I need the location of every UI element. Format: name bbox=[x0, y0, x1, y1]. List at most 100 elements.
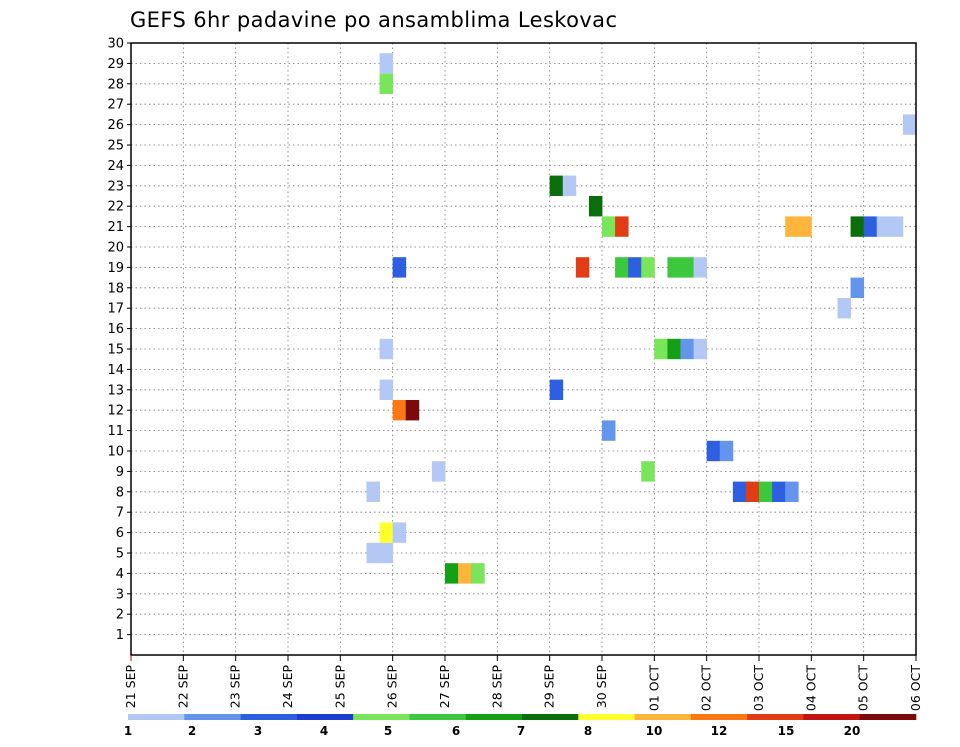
data-cell bbox=[588, 196, 603, 217]
x-tick-label: 22 SEP bbox=[175, 665, 190, 709]
data-cell bbox=[667, 338, 681, 360]
data-cell bbox=[379, 542, 394, 564]
y-tick-label: 4 bbox=[116, 567, 124, 582]
x-tick-label: 23 SEP bbox=[228, 665, 243, 709]
data-cell bbox=[785, 481, 799, 502]
x-tick-label: 25 SEP bbox=[332, 665, 347, 709]
data-cell bbox=[549, 175, 564, 196]
data-cell bbox=[405, 400, 420, 421]
colorbar-swatch bbox=[296, 714, 354, 720]
data-cell bbox=[379, 53, 394, 74]
data-cell bbox=[850, 277, 865, 298]
data-cell bbox=[772, 481, 786, 502]
colorbar-tick-label: 4 bbox=[320, 724, 328, 738]
colorbar-tick-label: 1 bbox=[124, 724, 132, 738]
data-cell bbox=[706, 440, 721, 462]
data-cell bbox=[889, 216, 904, 237]
y-tick-label: 17 bbox=[107, 302, 124, 317]
data-cell bbox=[863, 216, 878, 237]
x-axis: 21 SEP 22 SEP 23 SEP 24 SEP 25 SEP 26 SEP 27 S… bbox=[123, 655, 923, 711]
y-tick-label: 6 bbox=[116, 526, 124, 541]
data-cells bbox=[366, 53, 917, 584]
y-tick-label: 14 bbox=[107, 363, 124, 378]
colorbar-swatch bbox=[128, 714, 185, 720]
colorbar-swatch bbox=[859, 714, 917, 720]
data-cell bbox=[458, 563, 472, 584]
colorbar-swatch bbox=[409, 714, 467, 720]
x-tick-label: 06 OCT bbox=[908, 665, 923, 711]
colorbar-swatch bbox=[184, 714, 241, 720]
data-cell bbox=[471, 563, 485, 584]
grid-lines bbox=[131, 43, 916, 655]
y-tick-label: 12 bbox=[107, 404, 124, 419]
colorbar-tick-label: 6 bbox=[452, 724, 460, 738]
y-tick-label: 3 bbox=[116, 587, 124, 602]
x-tick-label: 28 SEP bbox=[489, 665, 504, 709]
y-tick-label: 26 bbox=[107, 118, 124, 133]
y-tick-label: 22 bbox=[107, 200, 124, 215]
colorbar-swatch bbox=[465, 714, 523, 720]
y-tick-label: 24 bbox=[107, 159, 124, 174]
data-cell bbox=[876, 216, 891, 237]
data-cell bbox=[602, 216, 616, 237]
data-cell bbox=[379, 522, 394, 543]
data-cell bbox=[392, 257, 407, 278]
x-tick-label: 27 SEP bbox=[437, 665, 452, 709]
data-cell bbox=[431, 461, 446, 482]
y-tick-label: 21 bbox=[107, 220, 124, 235]
data-cell bbox=[654, 338, 668, 360]
y-tick-label: 13 bbox=[107, 383, 124, 398]
data-cell bbox=[785, 216, 799, 237]
x-tick-label: 05 OCT bbox=[856, 665, 871, 711]
x-tick-label: 24 SEP bbox=[280, 665, 295, 709]
data-cell bbox=[667, 257, 681, 278]
data-cell bbox=[366, 481, 380, 502]
colorbar-swatch bbox=[803, 714, 861, 720]
y-tick-label: 11 bbox=[107, 424, 124, 439]
y-tick-label: 29 bbox=[107, 57, 124, 72]
data-cell bbox=[719, 440, 734, 462]
y-tick-label: 30 bbox=[107, 37, 124, 52]
y-tick-label: 10 bbox=[107, 445, 124, 460]
y-tick-label: 27 bbox=[107, 98, 124, 113]
data-cell bbox=[562, 175, 577, 196]
colorbar-tick-label: 15 bbox=[778, 724, 795, 738]
colorbar-swatch bbox=[747, 714, 804, 720]
y-tick-label: 1 bbox=[116, 628, 124, 643]
x-tick-label: 04 OCT bbox=[803, 665, 818, 711]
data-cell bbox=[798, 216, 812, 237]
data-cell bbox=[615, 216, 629, 237]
data-cell bbox=[693, 257, 708, 278]
colorbar-tick-label: 10 bbox=[646, 724, 663, 738]
x-tick-label: 26 SEP bbox=[385, 665, 400, 709]
colorbar-swatch bbox=[690, 714, 748, 720]
x-tick-label: 03 OCT bbox=[751, 665, 766, 711]
data-cell bbox=[628, 257, 642, 278]
data-cell bbox=[680, 338, 694, 360]
colorbar-swatch bbox=[353, 714, 410, 720]
colorbar-swatch bbox=[240, 714, 298, 720]
data-cell bbox=[641, 461, 655, 482]
colorbar-tick-label: 20 bbox=[844, 724, 861, 738]
y-axis: 1234567891011121314151617181920212223242… bbox=[107, 37, 131, 643]
data-cell bbox=[602, 420, 616, 441]
x-tick-label: 30 SEP bbox=[594, 665, 609, 709]
chart-title: GEFS 6hr padavine po ansamblima Leskovac bbox=[130, 8, 617, 32]
x-tick-label: 01 OCT bbox=[646, 665, 661, 711]
data-cell bbox=[615, 257, 629, 278]
data-cell bbox=[379, 73, 394, 94]
y-tick-label: 19 bbox=[107, 261, 124, 276]
colorbar-tick-label: 2 bbox=[188, 724, 196, 738]
data-cell bbox=[693, 338, 708, 360]
data-cell bbox=[745, 481, 760, 502]
colorbar: 1 2 3 4 5 6 7 8 10 12 15 20 bbox=[124, 714, 917, 738]
colorbar-tick-label: 7 bbox=[517, 724, 525, 738]
data-cell bbox=[902, 114, 917, 135]
colorbar-tick-label: 5 bbox=[384, 724, 392, 738]
data-cell bbox=[732, 481, 747, 502]
y-tick-label: 7 bbox=[116, 506, 124, 521]
data-cell bbox=[366, 542, 380, 564]
data-cell bbox=[837, 298, 851, 319]
colorbar-tick-label: 8 bbox=[584, 724, 592, 738]
